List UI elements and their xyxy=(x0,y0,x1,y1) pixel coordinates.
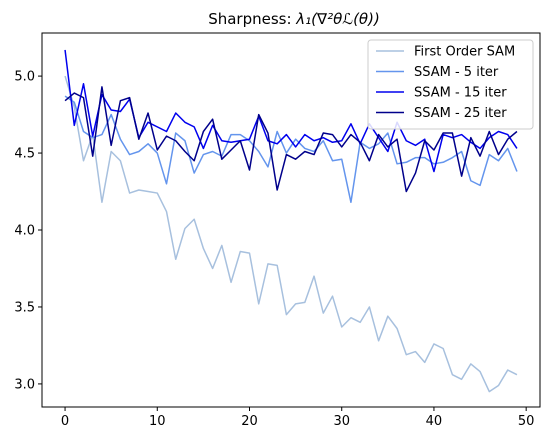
chart-title-prefix: Sharpness: xyxy=(208,10,296,28)
x-tick-label: 50 xyxy=(518,414,535,429)
legend-label-3: SSAM - 15 iter xyxy=(414,86,507,101)
series-points-4 xyxy=(65,86,517,192)
legend-label-1: First Order SAM xyxy=(414,45,515,60)
series-line-1 xyxy=(64,75,518,393)
legend-label-2: SSAM - 5 iter xyxy=(414,65,499,80)
legend-items: First Order SAM SSAM - 5 iter SSAM - 15 it… xyxy=(376,45,515,121)
legend-label-4: SSAM - 25 iter xyxy=(414,106,507,121)
series-layer xyxy=(64,49,518,393)
y-tick-label: 5.0 xyxy=(14,70,35,85)
x-tick-label: 0 xyxy=(61,414,69,429)
y-tick-label: 3.0 xyxy=(14,377,35,392)
y-tick-label: 4.0 xyxy=(14,224,35,239)
x-tick-label: 40 xyxy=(426,414,443,429)
plot-frame xyxy=(41,32,541,408)
series-line-2 xyxy=(64,95,518,204)
legend: First Order SAM SSAM - 5 iter SSAM - 15 it… xyxy=(367,39,534,130)
series-points-3 xyxy=(65,49,517,172)
x-tick-label: 30 xyxy=(333,414,350,429)
series-points-1 xyxy=(65,76,517,392)
y-tick-label: 3.5 xyxy=(14,300,35,315)
x-axis-ticks: 0 10 20 30 40 50 xyxy=(61,407,535,429)
legend-box xyxy=(367,39,534,130)
chart-title: Sharpness: λ₁(∇²θℒ(θ)) xyxy=(208,10,380,28)
series-line-4 xyxy=(64,86,518,193)
chart-title-math: λ₁(∇²θℒ(θ)) xyxy=(295,10,380,28)
y-axis-ticks: 3.0 3.5 4.0 4.5 5.0 xyxy=(14,70,42,392)
x-tick-label: 10 xyxy=(149,414,166,429)
y-tick-label: 4.5 xyxy=(14,147,35,162)
x-tick-label: 20 xyxy=(241,414,258,429)
